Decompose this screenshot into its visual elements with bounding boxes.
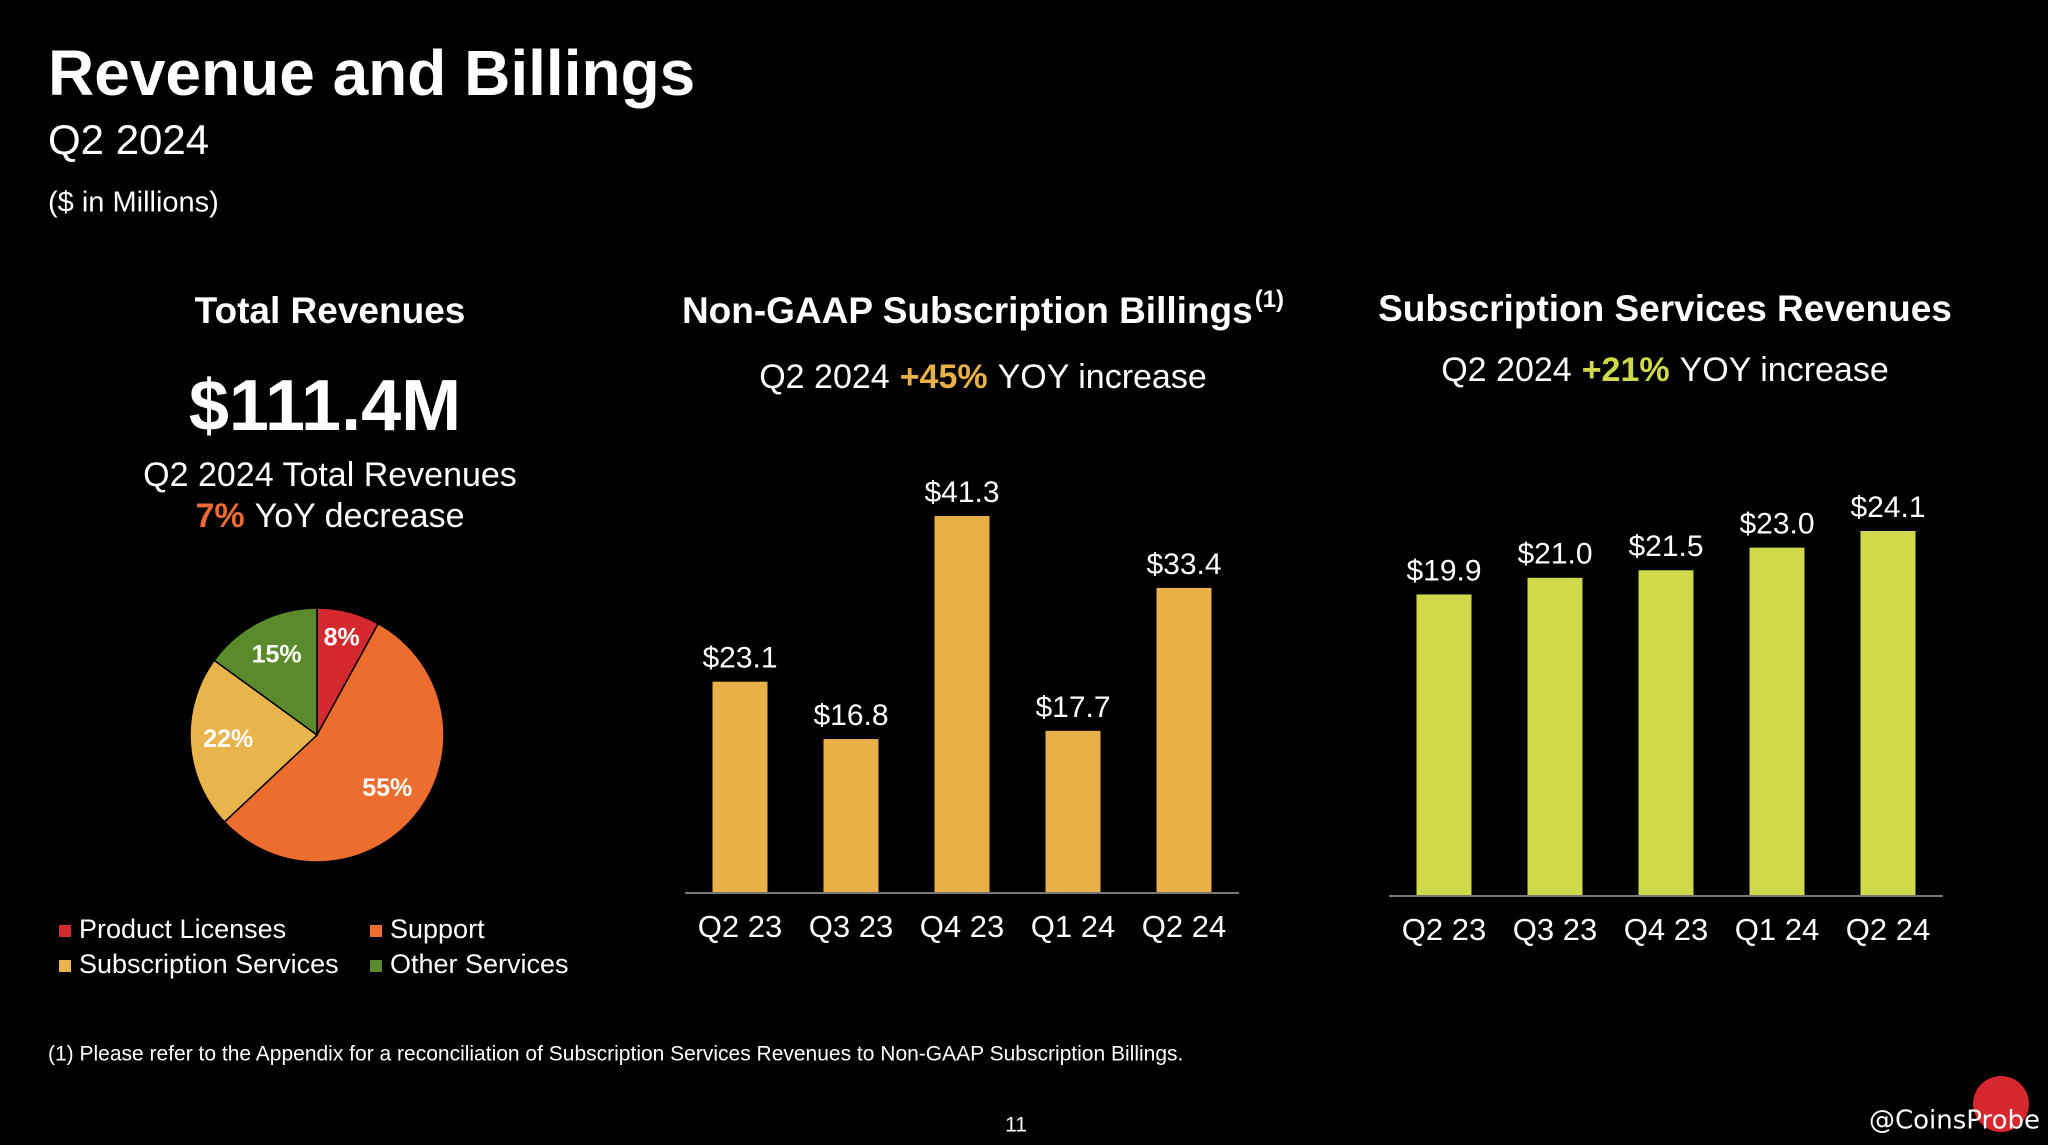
unit-note: ($ in Millions) xyxy=(48,187,219,219)
bar xyxy=(1860,531,1916,895)
legend-label: Support xyxy=(390,914,485,944)
value-label: $21.5 xyxy=(1628,530,1703,563)
pie-slice xyxy=(189,659,319,823)
change-line: 7% YoY decrease xyxy=(196,497,465,535)
legend-label: Product Licenses xyxy=(79,914,286,944)
subtitle-period: Q2 2024 xyxy=(759,358,889,396)
subtitle-change: +45% xyxy=(900,358,988,396)
value-label: $33.4 xyxy=(1146,548,1221,581)
value-label: $21.0 xyxy=(1517,538,1592,571)
bar xyxy=(712,681,768,892)
slice-label: 8% xyxy=(324,624,360,652)
title-note: (1) xyxy=(1255,286,1284,313)
bar xyxy=(1749,547,1805,895)
legend-swatch xyxy=(59,925,71,937)
legend-label: Subscription Services xyxy=(79,949,339,979)
legend-swatch xyxy=(370,925,382,937)
x-tick-label: Q3 23 xyxy=(1513,912,1597,947)
slide-title: Revenue and Billings xyxy=(48,37,695,109)
chart-title: Non-GAAP Subscription Billings(1) xyxy=(682,286,1284,330)
subtitle-period: Q2 2024 xyxy=(1441,351,1571,389)
x-tick-label: Q4 23 xyxy=(1624,912,1708,947)
chart-title: Subscription Services Revenues xyxy=(1378,288,1952,329)
value-label: $41.3 xyxy=(924,476,999,509)
change-value: 7% xyxy=(196,497,245,535)
slice-label: 15% xyxy=(252,640,302,668)
chart-title-text: Subscription Services Revenues xyxy=(1378,288,1952,329)
chart-title-text: Non-GAAP Subscription Billings xyxy=(682,290,1253,331)
bar xyxy=(1416,594,1472,895)
x-tick-label: Q3 23 xyxy=(809,909,893,944)
value-label: $16.8 xyxy=(813,699,888,732)
x-tick-label: Q4 23 xyxy=(920,909,1004,944)
x-tick-label: Q2 24 xyxy=(1142,909,1226,944)
x-tick-label: Q2 24 xyxy=(1846,912,1930,947)
x-tick-label: Q1 24 xyxy=(1031,909,1115,944)
value-label: $19.9 xyxy=(1406,554,1481,587)
value-label: $23.0 xyxy=(1739,508,1814,541)
subtitle-text: YOY increase xyxy=(1680,351,1889,389)
footnote: (1) Please refer to the Appendix for a r… xyxy=(48,1043,1183,1066)
bar xyxy=(823,739,879,892)
bar xyxy=(1638,570,1694,895)
pie-slice xyxy=(213,607,318,737)
watermark-logo xyxy=(1973,1076,2029,1132)
page-number: 11 xyxy=(1005,1114,1027,1137)
headline-caption: Q2 2024 Total Revenues xyxy=(143,456,517,494)
x-tick-label: Q2 23 xyxy=(698,909,782,944)
chart-subtitle: Q2 2024 +21% YOY increase xyxy=(1441,351,1889,389)
x-tick-label: Q2 23 xyxy=(1402,912,1486,947)
legend-label: Other Services xyxy=(390,949,569,979)
slice-label: 55% xyxy=(362,774,412,802)
subtitle-change: +21% xyxy=(1582,351,1670,389)
watermark: @CoinsProbe xyxy=(1869,1106,2040,1136)
headline: $111.4M xyxy=(189,366,461,446)
chart-subtitle: Q2 2024 +45% YOY increase xyxy=(759,358,1207,396)
value-label: $17.7 xyxy=(1035,691,1110,724)
slide-subtitle: Q2 2024 xyxy=(48,116,209,163)
bar xyxy=(1156,587,1212,892)
pie-title: Total Revenues xyxy=(195,290,466,331)
subtitle-text: YOY increase xyxy=(998,358,1207,396)
legend-swatch xyxy=(370,960,382,972)
slice-label: 22% xyxy=(203,725,253,753)
value-label: $23.1 xyxy=(702,642,777,675)
change-text: YoY decrease xyxy=(255,497,465,535)
bar xyxy=(934,516,990,892)
bar xyxy=(1045,730,1101,892)
value-label: $24.1 xyxy=(1850,491,1925,524)
legend-swatch xyxy=(59,960,71,972)
x-tick-label: Q1 24 xyxy=(1735,912,1819,947)
pie-slice xyxy=(223,622,445,863)
bar xyxy=(1527,577,1583,895)
